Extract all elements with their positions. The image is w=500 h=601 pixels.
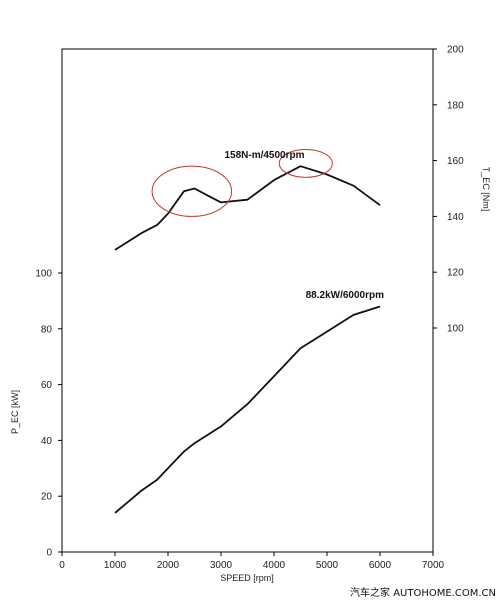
right-tick-label: 120 (447, 268, 464, 279)
peak-annotation: 88.2kW/6000rpm (306, 290, 384, 301)
series-layer (114, 165, 381, 514)
left-tick-label: 20 (41, 492, 53, 503)
x-tick-label: 3000 (210, 560, 233, 571)
left-tick-label: 40 (41, 436, 53, 447)
left-tick-label: 60 (41, 380, 53, 391)
power-curve (114, 305, 381, 514)
right-axis-ticks: 100 120 140 160 180 200 (433, 45, 464, 335)
left-axis-title: P_EC [kW] (10, 390, 20, 434)
x-axis-ticks: 0 1000 2000 3000 4000 5000 6000 7000 (59, 552, 445, 571)
right-tick-label: 100 (447, 324, 464, 335)
torque-curve (114, 165, 381, 251)
highlight-ellipse (278, 148, 333, 178)
left-tick-label: 0 (46, 548, 52, 559)
right-tick-label: 180 (447, 100, 464, 111)
x-axis-title: SPEED [rpm] (220, 573, 274, 583)
x-tick-label: 7000 (422, 560, 445, 571)
x-tick-label: 1000 (104, 560, 127, 571)
right-tick-label: 160 (447, 156, 464, 167)
peak-annotation: 158N-m/4500rpm (224, 150, 304, 161)
x-tick-label: 4000 (263, 560, 286, 571)
x-tick-label: 0 (59, 560, 65, 571)
left-tick-label: 100 (35, 269, 52, 280)
x-tick-label: 6000 (369, 560, 392, 571)
x-tick-label: 5000 (316, 560, 339, 571)
watermark-text: 汽车之家 AUTOHOME.COM.CN (350, 586, 496, 599)
left-tick-label: 80 (41, 324, 53, 335)
left-axis-ticks: 0 20 40 60 80 100 (35, 269, 62, 559)
annotation-layer: 158N-m/4500rpm 88.2kW/6000rpm (224, 150, 384, 301)
right-tick-label: 200 (447, 45, 464, 56)
highlight-ellipse (151, 165, 233, 217)
right-tick-label: 140 (447, 212, 464, 223)
highlight-layer (151, 148, 333, 217)
right-axis-title: T_EC [Nm] (481, 167, 491, 212)
x-tick-label: 2000 (157, 560, 180, 571)
